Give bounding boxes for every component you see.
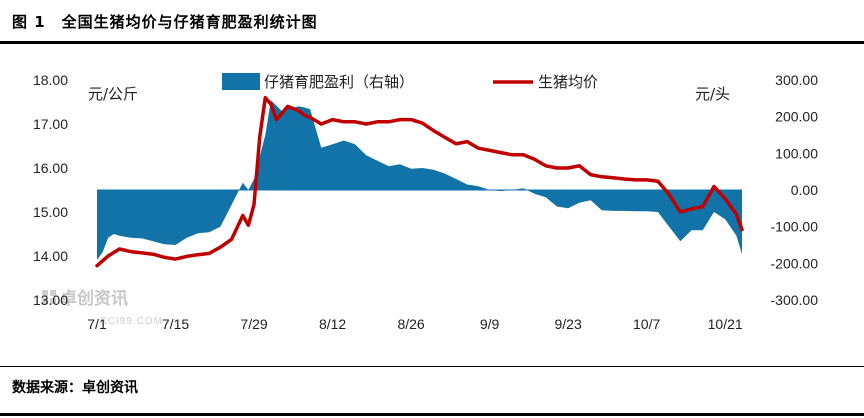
watermark-subtext: SCI99.COM <box>100 316 163 327</box>
top-rule <box>0 41 864 44</box>
figure-title: 图 1 全国生猪均价与仔猪育肥盈利统计图 <box>12 13 318 31</box>
legend-label-price: 生猪均价 <box>538 73 598 91</box>
watermark-text: 卓创资讯 <box>60 288 128 309</box>
right-tick-label: 0.00 <box>791 182 818 198</box>
left-tick-label: 18.00 <box>33 72 68 88</box>
bottom-rule <box>0 366 864 367</box>
left-tick-label: 15.00 <box>33 204 68 220</box>
x-tick-label: 7/15 <box>162 316 189 332</box>
x-tick-label: 8/26 <box>397 316 424 332</box>
watermark-logo <box>42 290 56 304</box>
right-axis-ticks: -300.00 -200.00 -100.00 0.00 100.00 200.00 300… <box>771 72 819 308</box>
x-tick-label: 10/21 <box>708 316 743 332</box>
legend-label-profit: 仔猪育肥盈利（右轴） <box>264 73 414 91</box>
left-axis-unit: 元/公斤 <box>88 85 138 103</box>
x-tick-label: 7/29 <box>240 316 267 332</box>
x-tick-label: 7/1 <box>87 316 107 332</box>
left-tick-label: 17.00 <box>33 116 68 132</box>
legend: 仔猪育肥盈利（右轴） 生猪均价 <box>222 73 598 91</box>
price-line-series <box>95 95 744 268</box>
x-axis-ticks: 7/1 7/15 7/29 8/12 8/26 9/9 9/23 10/7 10/21 <box>87 316 743 332</box>
right-tick-label: -300.00 <box>771 292 819 308</box>
right-tick-label: 200.00 <box>775 109 818 125</box>
right-tick-label: -100.00 <box>771 219 819 235</box>
right-tick-label: -200.00 <box>771 255 819 271</box>
x-tick-label: 9/9 <box>480 316 500 332</box>
watermark: 卓创资讯 SCI99.COM <box>42 288 163 327</box>
legend-swatch-profit <box>222 73 260 90</box>
figure-source: 数据来源：卓创资讯 <box>12 380 138 396</box>
right-axis-unit: 元/头 <box>695 85 730 103</box>
x-tick-label: 8/12 <box>319 316 346 332</box>
x-tick-label: 10/7 <box>633 316 660 332</box>
left-tick-label: 14.00 <box>33 248 68 264</box>
left-tick-label: 13.00 <box>33 292 68 308</box>
end-rule <box>0 413 864 416</box>
x-tick-label: 9/23 <box>555 316 582 332</box>
right-tick-label: 300.00 <box>775 72 818 88</box>
right-tick-label: 100.00 <box>775 145 818 161</box>
left-tick-label: 16.00 <box>33 160 68 176</box>
left-axis-ticks: 13.00 14.00 15.00 16.00 17.00 18.00 <box>33 72 68 308</box>
figure-header: 图 1 全国生猪均价与仔猪育肥盈利统计图 <box>0 0 864 42</box>
profit-area-series <box>97 100 742 260</box>
